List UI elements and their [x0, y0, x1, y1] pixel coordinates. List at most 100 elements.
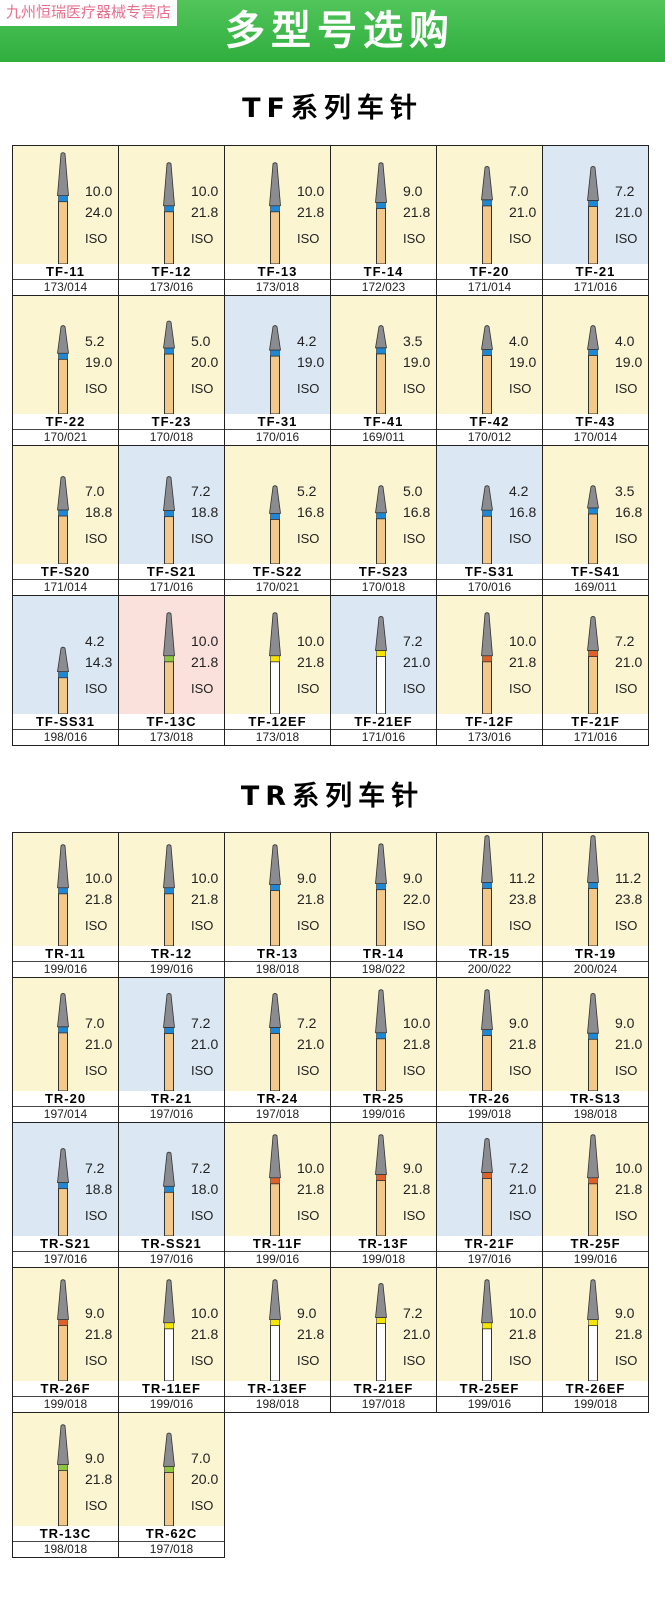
product-image: 3.5 16.8 ISO	[543, 446, 648, 564]
product-cell: 5.0 16.8 ISO TF-S23 170/018	[331, 446, 437, 596]
bur-head	[375, 162, 387, 203]
bur-shank	[376, 655, 386, 714]
bur-drawing	[587, 993, 599, 1091]
product-name: TR-12	[119, 946, 224, 962]
iso-label: ISO	[85, 231, 108, 246]
bur-band	[376, 1174, 386, 1181]
bur-shank	[588, 887, 598, 946]
product-name: TF-20	[437, 264, 542, 280]
bur-head	[587, 835, 599, 883]
bur-drawing	[57, 1279, 69, 1381]
bur-band	[58, 1026, 68, 1034]
product-cell: 5.0 20.0 ISO TF-23 170/018	[119, 296, 225, 446]
bur-band	[588, 1177, 598, 1185]
overall-length: 20.0	[191, 1471, 219, 1487]
bur-shank	[376, 208, 386, 264]
head-length: 7.0	[509, 183, 529, 199]
bur-band	[482, 1172, 492, 1179]
bur-drawing	[587, 1279, 599, 1381]
product-code: 199/016	[149, 962, 194, 976]
bur-shank	[376, 518, 386, 564]
product-name: TR-11EF	[119, 1381, 224, 1397]
bur-band	[588, 349, 598, 356]
head-length: 7.2	[191, 483, 211, 499]
iso-label: ISO	[509, 1353, 532, 1368]
header-title: 多型号选购	[225, 8, 455, 54]
product-code: 198/018	[573, 1107, 618, 1121]
product-cell: 7.0 21.0 ISO TR-20 197/014	[13, 978, 119, 1123]
bur-head	[57, 1148, 69, 1183]
product-code: 170/021	[255, 580, 300, 594]
iso-label: ISO	[191, 381, 214, 396]
bur-shank	[482, 1328, 492, 1381]
product-cell: 10.0 21.8 ISO TR-11EF 199/016	[119, 1268, 225, 1413]
product-cell: 9.0 21.0 ISO TR-S13 198/018	[543, 978, 649, 1123]
bur-band	[58, 1182, 68, 1189]
product-name: TR-25EF	[437, 1381, 542, 1397]
overall-length: 21.8	[297, 654, 325, 670]
bur-head	[587, 1279, 599, 1320]
product-code: 198/018	[255, 1397, 300, 1411]
bur-head	[587, 485, 599, 509]
overall-length: 24.0	[85, 204, 113, 220]
head-length: 7.2	[509, 1160, 529, 1176]
iso-label: ISO	[191, 1208, 214, 1223]
bur-band	[376, 650, 386, 657]
bur-shank	[270, 1183, 280, 1236]
bur-head	[57, 844, 69, 889]
head-length: 10.0	[509, 633, 537, 649]
product-name: TF-SS31	[13, 714, 118, 730]
product-cell: 4.0 19.0 ISO TF-43 170/014	[543, 296, 649, 446]
product-cell: 4.2 14.3 ISO TF-SS31 198/016	[13, 596, 119, 746]
head-length: 7.0	[85, 1015, 105, 1031]
product-name: TF-41	[331, 414, 436, 430]
head-length: 5.2	[297, 483, 317, 499]
iso-label: ISO	[85, 918, 108, 933]
head-length: 10.0	[85, 183, 113, 199]
iso-label: ISO	[403, 681, 426, 696]
head-length: 7.2	[297, 1015, 317, 1031]
product-code: 173/018	[255, 280, 300, 294]
head-length: 9.0	[403, 1160, 423, 1176]
product-name: TR-26	[437, 1091, 542, 1107]
bur-shank	[376, 889, 386, 946]
bur-drawing	[481, 485, 493, 564]
bur-head	[481, 612, 493, 657]
product-cell: 10.0 21.8 ISO TF-12F 173/016	[437, 596, 543, 746]
overall-length: 23.8	[615, 891, 643, 907]
product-code: 171/014	[467, 280, 512, 294]
bur-head	[57, 993, 69, 1028]
bur-drawing	[163, 162, 175, 264]
iso-label: ISO	[297, 681, 320, 696]
section-title: TR系列车针	[240, 781, 425, 812]
bur-shank	[164, 1032, 174, 1091]
bur-shank	[270, 518, 280, 564]
bur-head	[587, 325, 599, 350]
bur-drawing	[57, 1148, 69, 1236]
iso-label: ISO	[615, 381, 638, 396]
product-image: 9.0 21.8 ISO	[437, 978, 542, 1091]
bur-shank	[164, 211, 174, 264]
bur-shank	[164, 1191, 174, 1236]
product-cell: 10.0 21.8 ISO TR-25 199/016	[331, 978, 437, 1123]
product-name: TR-S13	[543, 1091, 648, 1107]
head-length: 9.0	[509, 1015, 529, 1031]
overall-length: 18.8	[85, 504, 113, 520]
iso-label: ISO	[509, 231, 532, 246]
iso-label: ISO	[297, 1208, 320, 1223]
product-cell: 9.0 21.8 ISO TR-13C 198/018	[13, 1413, 119, 1558]
bur-band	[482, 655, 492, 663]
product-image: 10.0 24.0 ISO	[13, 146, 118, 264]
head-length: 4.2	[509, 483, 529, 499]
head-length: 7.0	[191, 1450, 211, 1466]
product-image: 7.2 18.8 ISO	[13, 1123, 118, 1236]
overall-length: 21.0	[297, 1036, 325, 1052]
product-image: 7.2 18.8 ISO	[119, 446, 224, 564]
bur-band	[164, 205, 174, 213]
iso-label: ISO	[191, 231, 214, 246]
product-code: 171/016	[573, 730, 618, 744]
bur-band	[482, 882, 492, 889]
bur-drawing	[587, 1134, 599, 1236]
product-code: 170/021	[43, 430, 88, 444]
head-length: 3.5	[615, 483, 635, 499]
